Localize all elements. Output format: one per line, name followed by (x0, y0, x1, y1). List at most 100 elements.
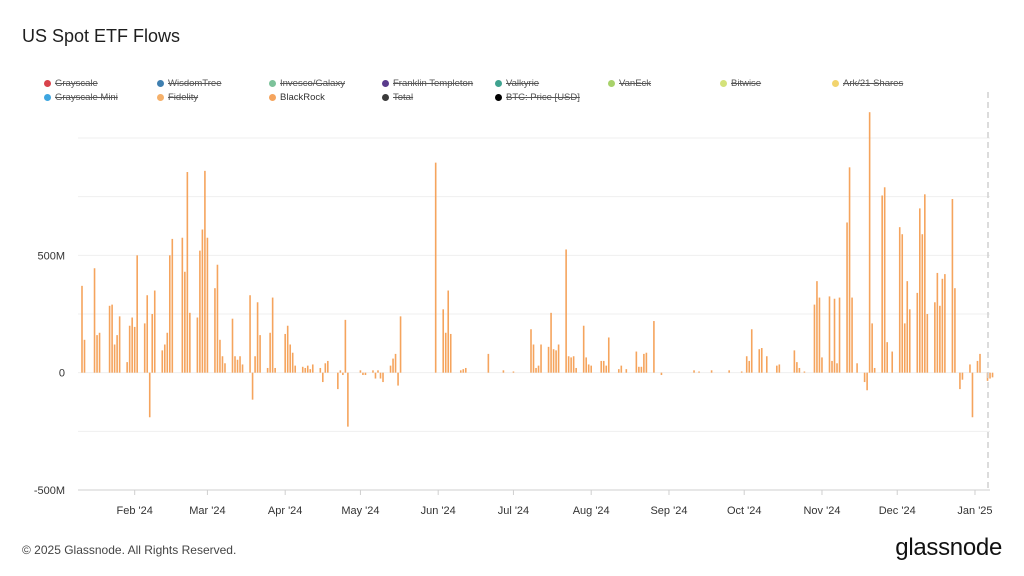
bar[interactable] (796, 362, 798, 373)
bar[interactable] (304, 367, 307, 373)
bar[interactable] (550, 312, 552, 373)
bar[interactable] (552, 349, 555, 373)
bar[interactable] (698, 371, 700, 373)
bar[interactable] (382, 372, 384, 383)
bar[interactable] (204, 170, 206, 373)
bar[interactable] (831, 360, 833, 373)
bar[interactable] (199, 250, 201, 373)
legend-item-blackrock[interactable]: BlackRock (269, 92, 325, 103)
bar[interactable] (976, 360, 979, 373)
bar[interactable] (883, 187, 886, 373)
bar[interactable] (863, 372, 866, 383)
bar[interactable] (906, 281, 909, 373)
legend-item-vaneck[interactable]: VanEck (608, 78, 651, 89)
bar[interactable] (269, 332, 271, 373)
bar[interactable] (319, 367, 322, 373)
bar[interactable] (979, 353, 981, 373)
bar[interactable] (201, 229, 204, 373)
legend-item-fidelity[interactable]: Fidelity (157, 92, 198, 103)
bar[interactable] (126, 362, 128, 373)
bar[interactable] (301, 366, 304, 373)
bar[interactable] (660, 372, 663, 376)
bar[interactable] (166, 332, 169, 373)
bar[interactable] (322, 372, 324, 383)
bar[interactable] (748, 360, 751, 373)
bar[interactable] (241, 364, 244, 373)
bar[interactable] (214, 288, 216, 373)
bar[interactable] (96, 335, 98, 373)
bar[interactable] (289, 344, 291, 373)
bar[interactable] (886, 342, 888, 373)
bar[interactable] (512, 371, 515, 373)
bar[interactable] (254, 356, 256, 373)
bar[interactable] (377, 370, 379, 373)
bar[interactable] (645, 352, 648, 373)
bar[interactable] (602, 360, 605, 373)
bar[interactable] (891, 351, 894, 373)
bar[interactable] (969, 364, 971, 373)
bar[interactable] (575, 367, 577, 373)
bar[interactable] (372, 370, 374, 373)
bar[interactable] (444, 332, 447, 373)
bar[interactable] (397, 372, 399, 386)
bar[interactable] (464, 367, 467, 373)
bar[interactable] (359, 370, 362, 373)
bar[interactable] (291, 352, 294, 373)
bar[interactable] (339, 370, 342, 373)
bar[interactable] (572, 356, 575, 373)
bar[interactable] (765, 356, 768, 373)
bar[interactable] (216, 264, 219, 373)
legend-item-bitwise[interactable]: Bitwise (720, 78, 761, 89)
bar[interactable] (898, 227, 901, 373)
bar[interactable] (239, 356, 241, 373)
bar[interactable] (251, 372, 254, 400)
bar[interactable] (607, 337, 610, 373)
bar[interactable] (306, 365, 309, 373)
bar[interactable] (635, 351, 638, 373)
legend-item-valkyrie[interactable]: Valkyrie (495, 78, 539, 89)
bar[interactable] (620, 365, 623, 373)
bar[interactable] (151, 314, 154, 373)
bar[interactable] (447, 290, 450, 373)
bar[interactable] (389, 365, 392, 373)
bar[interactable] (108, 305, 111, 373)
bar[interactable] (570, 357, 572, 373)
bar[interactable] (294, 365, 297, 373)
bar[interactable] (555, 350, 557, 373)
bar[interactable] (582, 325, 585, 373)
bar[interactable] (459, 370, 462, 373)
bar[interactable] (236, 359, 239, 373)
bar[interactable] (324, 363, 327, 373)
bar[interactable] (462, 369, 465, 373)
bar[interactable] (271, 297, 274, 373)
bar[interactable] (153, 290, 156, 373)
bar[interactable] (540, 344, 542, 373)
bar[interactable] (836, 363, 838, 373)
bar[interactable] (605, 365, 608, 373)
bar[interactable] (344, 319, 347, 373)
bar[interactable] (903, 323, 906, 373)
bar[interactable] (871, 323, 873, 373)
bar[interactable] (530, 329, 532, 373)
legend-item-btc-price-usd[interactable]: BTC: Price [USD] (495, 92, 580, 103)
bar[interactable] (643, 353, 645, 373)
bar[interactable] (816, 281, 818, 373)
legend-item-invesco-galaxy[interactable]: Invesco/Galaxy (269, 78, 345, 89)
bar[interactable] (818, 297, 821, 373)
bar[interactable] (638, 366, 640, 373)
bar[interactable] (347, 372, 349, 427)
bar[interactable] (856, 363, 858, 373)
bar[interactable] (991, 372, 994, 378)
bar[interactable] (908, 309, 911, 373)
brand-logo[interactable]: glassnode (895, 534, 1002, 561)
bar[interactable] (919, 208, 921, 373)
legend-item-grayscale-mini[interactable]: Grayscale Mini (44, 92, 118, 103)
bar[interactable] (934, 302, 936, 373)
bar[interactable] (118, 316, 121, 373)
legend-item-wisdomtree[interactable]: WisdomTree (157, 78, 222, 89)
bar[interactable] (936, 272, 939, 373)
bar[interactable] (487, 353, 490, 373)
legend-item-ark-21-shares[interactable]: Ark/21 Shares (832, 78, 903, 89)
bar[interactable] (362, 372, 364, 376)
bar[interactable] (449, 333, 452, 373)
